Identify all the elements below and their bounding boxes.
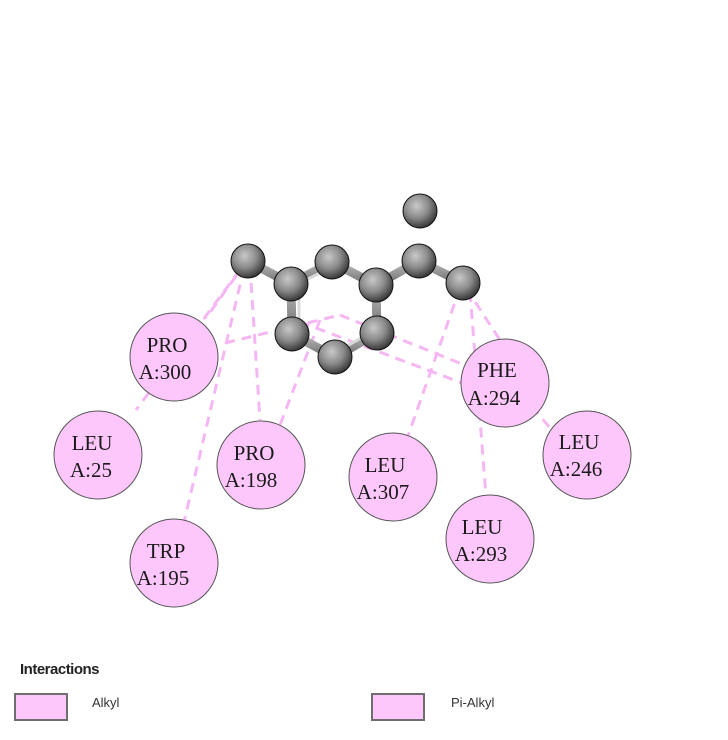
residue-discs: PRO A:300 LEU A:25 PRO A:198 TRP A:195 L… xyxy=(53,312,632,608)
atom xyxy=(273,266,309,302)
interaction-line xyxy=(464,287,502,341)
residue-name: TRP xyxy=(147,539,186,563)
residue-name: LEU xyxy=(462,515,503,539)
atom xyxy=(314,244,350,280)
residue-name: LEU xyxy=(365,453,406,477)
residue-leu246[interactable]: LEU A:246 xyxy=(542,410,632,500)
legend-title: Interactions xyxy=(20,661,100,678)
residue-name: PHE xyxy=(477,358,517,382)
legend-label-pi-alkyl: Pi-Alkyl xyxy=(451,695,495,710)
residue-chain-pos: A:307 xyxy=(357,480,410,504)
interaction-line xyxy=(406,287,462,437)
residue-chain-pos: A:294 xyxy=(468,386,521,410)
residue-leu307[interactable]: LEU A:307 xyxy=(348,432,438,522)
residue-leu25[interactable]: LEU A:25 xyxy=(53,410,143,500)
residue-leu293[interactable]: LEU A:293 xyxy=(445,494,535,584)
interaction-diagram: PRO A:300 LEU A:25 PRO A:198 TRP A:195 L… xyxy=(53,193,632,608)
atom xyxy=(402,193,438,229)
legend-swatch-pi-alkyl xyxy=(371,693,425,721)
residue-chain-pos: A:25 xyxy=(70,458,112,482)
interaction-line xyxy=(299,320,463,385)
residue-chain-pos: A:198 xyxy=(225,468,278,492)
residue-disc xyxy=(129,518,219,608)
residue-disc xyxy=(216,420,306,510)
atom xyxy=(359,315,395,351)
residue-chain-pos: A:300 xyxy=(139,360,192,384)
atom xyxy=(358,267,394,303)
residue-pro198[interactable]: PRO A:198 xyxy=(216,420,306,510)
residue-pro300[interactable]: PRO A:300 xyxy=(129,312,219,402)
residue-name: LEU xyxy=(72,431,113,455)
residue-name: LEU xyxy=(559,430,600,454)
atom xyxy=(401,243,437,279)
residue-phe294[interactable]: PHE A:294 xyxy=(460,338,550,428)
residue-disc xyxy=(542,410,632,500)
residue-disc xyxy=(445,494,535,584)
residue-trp195[interactable]: TRP A:195 xyxy=(129,518,219,608)
interaction-line xyxy=(248,265,262,421)
residue-disc xyxy=(460,338,550,428)
atom xyxy=(274,316,310,352)
legend-swatch-alkyl xyxy=(14,693,68,721)
residue-chain-pos: A:293 xyxy=(455,542,508,566)
residue-name: PRO xyxy=(147,333,188,357)
residue-disc xyxy=(129,312,219,402)
atom xyxy=(445,265,481,301)
interaction-line xyxy=(278,319,322,426)
residue-disc xyxy=(348,432,438,522)
residue-name: PRO xyxy=(234,441,275,465)
interaction-line xyxy=(339,313,463,366)
legend-label-alkyl: Alkyl xyxy=(92,695,120,710)
interaction-line xyxy=(182,267,246,523)
residue-disc xyxy=(53,410,143,500)
ligand-atoms xyxy=(230,193,481,375)
residue-chain-pos: A:195 xyxy=(137,566,190,590)
residue-chain-pos: A:246 xyxy=(550,457,603,481)
atom xyxy=(317,339,353,375)
atom xyxy=(230,243,266,279)
